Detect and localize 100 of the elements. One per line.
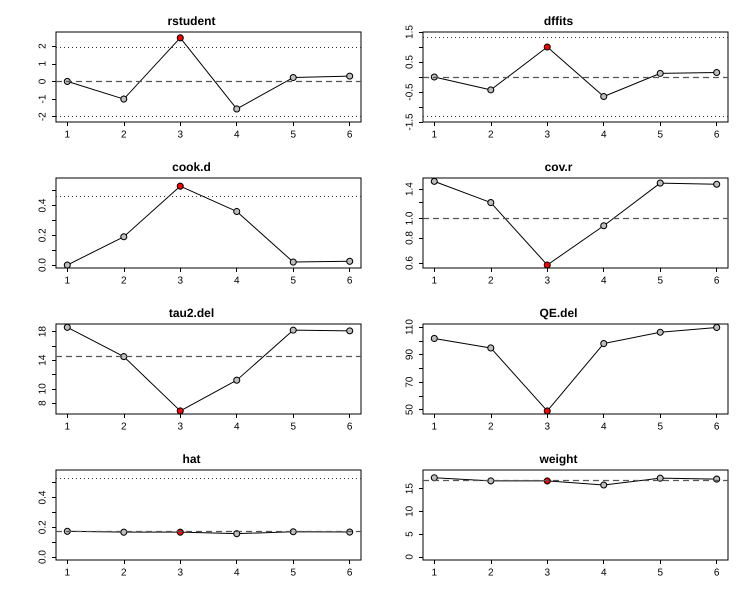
x-tick-label: 2 xyxy=(120,276,127,286)
x-tick-label: 5 xyxy=(657,276,664,286)
x-tick-label: 1 xyxy=(64,130,71,140)
point xyxy=(176,182,184,190)
point xyxy=(346,327,354,334)
y-tick-label: 0.8 xyxy=(404,230,416,245)
chart-title: weight xyxy=(538,452,578,466)
y-tick-label: 0.5 xyxy=(404,54,416,69)
y-tick-label: 14 xyxy=(38,354,48,366)
x-tick-label: 1 xyxy=(64,276,71,286)
x-tick-label: 4 xyxy=(600,568,607,578)
x-tick-label: 4 xyxy=(234,130,240,140)
x-tick-label: 3 xyxy=(544,276,550,286)
point xyxy=(430,334,438,342)
x-tick-label: 6 xyxy=(714,422,720,432)
point xyxy=(656,328,664,336)
x-tick-label: 2 xyxy=(120,422,127,432)
x-tick-label: 4 xyxy=(600,276,607,286)
point xyxy=(290,258,297,266)
x-tick-label: 1 xyxy=(64,568,71,578)
x-tick-label: 2 xyxy=(120,130,127,140)
y-tick-label: 10 xyxy=(38,382,48,394)
x-tick-label: 6 xyxy=(714,568,720,578)
point xyxy=(290,326,297,334)
x-tick-label: 4 xyxy=(234,276,240,286)
point xyxy=(346,72,354,80)
chart-title: rstudent xyxy=(168,14,216,28)
chart-title: hat xyxy=(182,452,201,466)
point xyxy=(233,105,240,112)
y-tick-label: 18 xyxy=(38,326,48,338)
y-tick-label: 110 xyxy=(404,318,416,336)
y-tick-label: 1.5 xyxy=(404,24,416,39)
y-tick-label: 0.4 xyxy=(38,198,48,212)
x-tick-label: 2 xyxy=(488,130,494,140)
y-tick-label: 0.4 xyxy=(38,490,48,504)
x-tick-label: 4 xyxy=(234,422,240,432)
x-tick-label: 6 xyxy=(346,422,353,432)
x-tick-label: 6 xyxy=(346,568,353,578)
point xyxy=(290,74,297,82)
chart-title: cook.d xyxy=(172,160,211,174)
point xyxy=(656,474,664,482)
y-tick-label: 0.2 xyxy=(38,228,48,242)
point xyxy=(656,180,664,187)
y-tick-label: 5 xyxy=(404,530,416,537)
x-tick-label: 2 xyxy=(488,422,494,432)
point xyxy=(544,44,551,50)
x-tick-label: 3 xyxy=(544,130,550,140)
point xyxy=(233,376,240,384)
point xyxy=(64,324,71,331)
x-tick-label: 6 xyxy=(714,276,720,286)
point xyxy=(120,96,128,103)
y-tick-label: 50 xyxy=(404,404,416,416)
point xyxy=(600,482,608,488)
point xyxy=(600,340,608,348)
y-tick-label: 1.4 xyxy=(404,182,416,196)
point xyxy=(176,407,184,414)
chart-title: cov.r xyxy=(544,160,573,174)
point xyxy=(600,93,608,100)
point xyxy=(600,222,608,230)
x-tick-label: 5 xyxy=(290,568,296,578)
point xyxy=(120,353,128,360)
chart-title: dffits xyxy=(544,14,574,28)
point xyxy=(487,477,494,484)
x-tick-label: 3 xyxy=(177,276,184,286)
point xyxy=(713,180,720,188)
x-tick-label: 1 xyxy=(432,276,438,286)
y-tick-label: 70 xyxy=(404,376,416,388)
x-tick-label: 4 xyxy=(600,130,607,140)
x-tick-label: 1 xyxy=(64,422,71,432)
x-tick-label: 3 xyxy=(544,568,550,578)
x-tick-label: 2 xyxy=(488,568,494,578)
x-tick-label: 5 xyxy=(657,568,664,578)
y-tick-label: 0 xyxy=(404,554,416,560)
x-tick-label: 1 xyxy=(432,568,438,578)
x-tick-label: 4 xyxy=(234,568,240,578)
point xyxy=(544,407,551,414)
point xyxy=(233,208,240,215)
chart-title: QE.del xyxy=(539,306,578,320)
y-tick-label: -0.5 xyxy=(404,82,416,101)
point xyxy=(544,261,551,268)
point xyxy=(430,178,438,185)
chart-title: tau2.del xyxy=(168,306,214,320)
x-tick-label: 6 xyxy=(346,276,353,286)
x-tick-label: 3 xyxy=(177,130,184,140)
x-tick-label: 6 xyxy=(346,130,353,140)
y-tick-label: -1.5 xyxy=(404,112,416,131)
point xyxy=(487,344,494,352)
y-tick-label: 0.6 xyxy=(404,256,416,270)
y-tick-label: 2 xyxy=(38,42,48,49)
point xyxy=(120,233,128,240)
y-tick-label: 10 xyxy=(404,505,416,517)
x-tick-label: 4 xyxy=(600,422,607,432)
x-tick-label: 5 xyxy=(657,422,664,432)
point xyxy=(487,199,494,206)
point xyxy=(430,474,438,482)
x-tick-label: 1 xyxy=(432,130,438,140)
x-tick-label: 2 xyxy=(488,276,494,286)
y-tick-label: 0 xyxy=(38,78,48,84)
y-tick-label: 1 xyxy=(38,60,48,67)
x-tick-label: 1 xyxy=(432,422,438,432)
